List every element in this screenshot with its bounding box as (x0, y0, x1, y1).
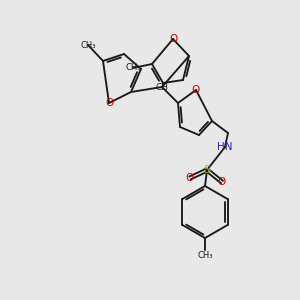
Text: CH₃: CH₃ (125, 64, 141, 73)
Text: CH₃: CH₃ (197, 251, 213, 260)
Text: O: O (218, 177, 226, 187)
Text: CH₃: CH₃ (80, 40, 96, 50)
Text: O: O (169, 34, 177, 44)
Text: O: O (186, 173, 194, 183)
Text: O: O (192, 85, 200, 95)
Text: HN: HN (217, 142, 233, 152)
Text: CH: CH (155, 82, 169, 91)
Text: S: S (203, 165, 211, 175)
Text: O: O (105, 98, 113, 108)
